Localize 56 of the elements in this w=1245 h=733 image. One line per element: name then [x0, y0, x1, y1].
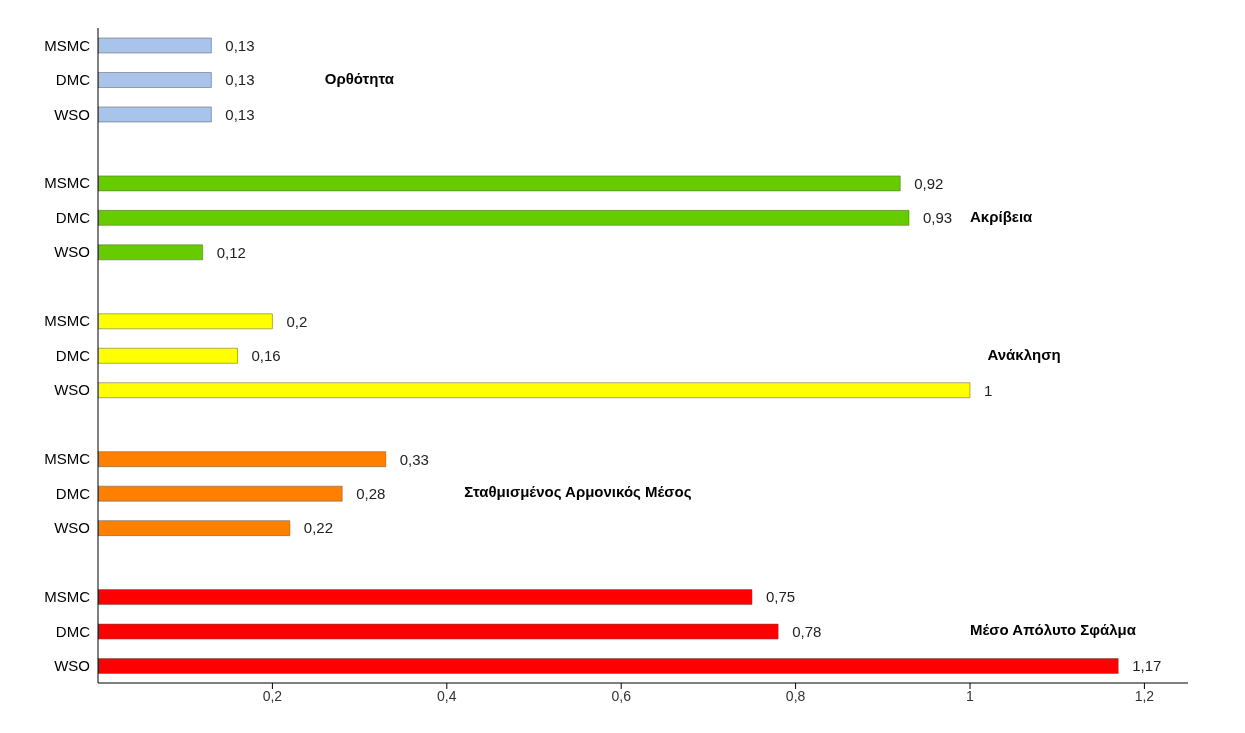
y-tick-label: WSO [54, 105, 90, 123]
x-tick-label: 0,4 [437, 687, 457, 704]
bar [98, 175, 901, 192]
y-tick-label: DMC [55, 484, 91, 502]
y-tick-label: MSMC [44, 312, 91, 330]
y-tick-label: DMC [55, 622, 91, 640]
y-tick-label: WSO [54, 243, 90, 261]
y-tick-label: MSMC [44, 450, 91, 468]
y-tick-label: WSO [54, 519, 90, 537]
bar [98, 382, 971, 398]
data-label: 0,13 [225, 71, 255, 89]
x-tick-label: 1 [966, 687, 975, 704]
y-tick-label: MSMC [44, 174, 91, 192]
data-label: 0,16 [251, 347, 281, 365]
data-label: 0,2 [286, 312, 308, 330]
bar [98, 72, 212, 88]
y-tick-label: WSO [54, 657, 90, 675]
data-label: 0,93 [922, 209, 953, 227]
data-label: 1 [984, 381, 993, 399]
bar [98, 623, 779, 640]
x-tick-label: 0,2 [262, 687, 283, 704]
annotation: Σταθμισμένος Αρμονικός Μέσος [464, 483, 692, 501]
x-tick-label: 1,2 [1134, 687, 1155, 704]
data-label: 0,22 [303, 519, 334, 537]
annotation: Ορθότητα [324, 69, 394, 87]
y-tick-label: DMC [55, 208, 91, 226]
bar [98, 244, 203, 261]
y-tick-label: WSO [54, 381, 90, 399]
bar [98, 658, 1119, 674]
annotation: Ανάκληση [987, 345, 1061, 363]
data-label: 1,17 [1132, 657, 1162, 675]
bar [98, 589, 753, 605]
bar [98, 451, 387, 467]
data-label: 0,33 [399, 450, 429, 468]
bar [98, 37, 212, 54]
bar [98, 210, 910, 226]
annotation: Μέσο Απόλυτο Σφάλμα [970, 621, 1136, 639]
data-label: 0,78 [792, 622, 822, 640]
y-tick-label: MSMC [44, 36, 91, 54]
x-tick-label: 0,6 [611, 687, 632, 704]
y-tick-label: DMC [55, 346, 91, 364]
bar [98, 520, 291, 536]
data-label: 0,28 [356, 484, 386, 502]
data-label: 0,13 [225, 105, 255, 123]
x-tick-label: 0,8 [785, 687, 806, 704]
y-tick-label: MSMC [44, 588, 91, 606]
annotation: Ακρίβεια [970, 207, 1033, 225]
data-label: 0,13 [225, 36, 255, 54]
data-label: 0,12 [216, 243, 246, 261]
bar [98, 313, 273, 330]
y-tick-label: DMC [55, 71, 91, 89]
bar [98, 348, 238, 364]
data-label: 0,92 [914, 174, 944, 192]
bar [98, 485, 343, 502]
bar [98, 106, 212, 123]
data-label: 0,75 [766, 588, 796, 606]
